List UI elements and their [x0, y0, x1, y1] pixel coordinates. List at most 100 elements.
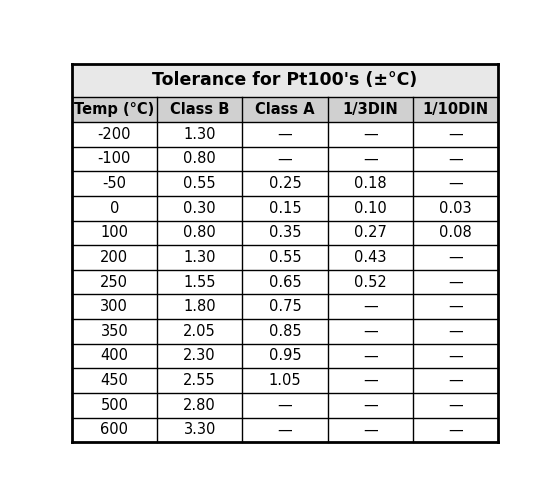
Bar: [413, 368, 498, 393]
Bar: [157, 270, 242, 294]
Bar: [157, 97, 242, 122]
Text: 450: 450: [101, 373, 128, 388]
Bar: [413, 97, 498, 122]
Text: Class A: Class A: [255, 102, 315, 117]
Bar: [242, 245, 327, 270]
Bar: [72, 196, 157, 221]
Text: 0.85: 0.85: [269, 324, 301, 339]
Bar: [157, 368, 242, 393]
Bar: [327, 344, 413, 368]
Text: 600: 600: [100, 422, 128, 438]
Bar: [242, 122, 327, 147]
Text: 2.80: 2.80: [183, 398, 216, 413]
Text: —: —: [448, 274, 463, 289]
Text: 300: 300: [101, 299, 128, 314]
Bar: [413, 294, 498, 319]
Text: 0.27: 0.27: [354, 226, 387, 241]
Text: -200: -200: [97, 127, 131, 142]
Text: 0.43: 0.43: [354, 250, 386, 265]
Bar: [72, 319, 157, 344]
Bar: [72, 368, 157, 393]
Text: 1.05: 1.05: [269, 373, 301, 388]
Bar: [242, 319, 327, 344]
Bar: [413, 122, 498, 147]
Bar: [157, 319, 242, 344]
Text: —: —: [448, 422, 463, 438]
Text: 0.95: 0.95: [269, 348, 301, 363]
Text: 0.35: 0.35: [269, 226, 301, 241]
Bar: [157, 171, 242, 196]
Bar: [157, 196, 242, 221]
Text: —: —: [277, 398, 292, 413]
Bar: [327, 270, 413, 294]
Text: —: —: [448, 373, 463, 388]
Text: 1.30: 1.30: [183, 250, 216, 265]
Bar: [72, 97, 157, 122]
Bar: [72, 294, 157, 319]
Text: -100: -100: [98, 152, 131, 167]
Text: —: —: [363, 422, 378, 438]
Bar: [327, 319, 413, 344]
Text: —: —: [363, 398, 378, 413]
Bar: [242, 97, 327, 122]
Bar: [157, 393, 242, 418]
Bar: [242, 171, 327, 196]
Bar: [327, 196, 413, 221]
Text: Temp (°C): Temp (°C): [74, 102, 155, 117]
Text: 0.80: 0.80: [183, 152, 216, 167]
Bar: [413, 319, 498, 344]
Text: Class B: Class B: [170, 102, 229, 117]
Text: 0.10: 0.10: [354, 201, 386, 216]
Text: 2.30: 2.30: [183, 348, 216, 363]
Bar: [413, 147, 498, 171]
Bar: [327, 368, 413, 393]
Bar: [327, 418, 413, 442]
Text: 1/3DIN: 1/3DIN: [342, 102, 398, 117]
Bar: [242, 294, 327, 319]
Bar: [327, 221, 413, 245]
Text: 400: 400: [100, 348, 128, 363]
Bar: [72, 245, 157, 270]
Bar: [413, 344, 498, 368]
Bar: [242, 270, 327, 294]
Text: 1/10DIN: 1/10DIN: [423, 102, 489, 117]
Text: 0.65: 0.65: [269, 274, 301, 289]
Bar: [72, 418, 157, 442]
Bar: [413, 221, 498, 245]
Text: 0.18: 0.18: [354, 176, 386, 191]
Text: 3.30: 3.30: [183, 422, 216, 438]
Bar: [72, 270, 157, 294]
Text: 0.03: 0.03: [439, 201, 472, 216]
Text: —: —: [363, 127, 378, 142]
Bar: [157, 344, 242, 368]
Text: 1.80: 1.80: [183, 299, 216, 314]
Bar: [157, 418, 242, 442]
Bar: [413, 418, 498, 442]
Text: 0.25: 0.25: [269, 176, 301, 191]
Text: —: —: [448, 176, 463, 191]
Text: —: —: [448, 250, 463, 265]
Bar: [413, 270, 498, 294]
Text: -50: -50: [102, 176, 126, 191]
Text: 0.75: 0.75: [269, 299, 301, 314]
Text: 2.55: 2.55: [183, 373, 216, 388]
Bar: [242, 221, 327, 245]
Bar: [72, 147, 157, 171]
Bar: [72, 221, 157, 245]
Text: Tolerance for Pt100's (±°C): Tolerance for Pt100's (±°C): [152, 71, 418, 89]
Bar: [413, 393, 498, 418]
Text: 0.30: 0.30: [183, 201, 216, 216]
Text: 0.15: 0.15: [269, 201, 301, 216]
Bar: [327, 171, 413, 196]
Bar: [72, 344, 157, 368]
Bar: [242, 368, 327, 393]
Bar: [72, 393, 157, 418]
Bar: [242, 418, 327, 442]
Bar: [327, 147, 413, 171]
Bar: [327, 245, 413, 270]
Text: —: —: [363, 152, 378, 167]
Text: 100: 100: [100, 226, 128, 241]
Text: 2.05: 2.05: [183, 324, 216, 339]
Bar: [327, 294, 413, 319]
Text: —: —: [448, 152, 463, 167]
